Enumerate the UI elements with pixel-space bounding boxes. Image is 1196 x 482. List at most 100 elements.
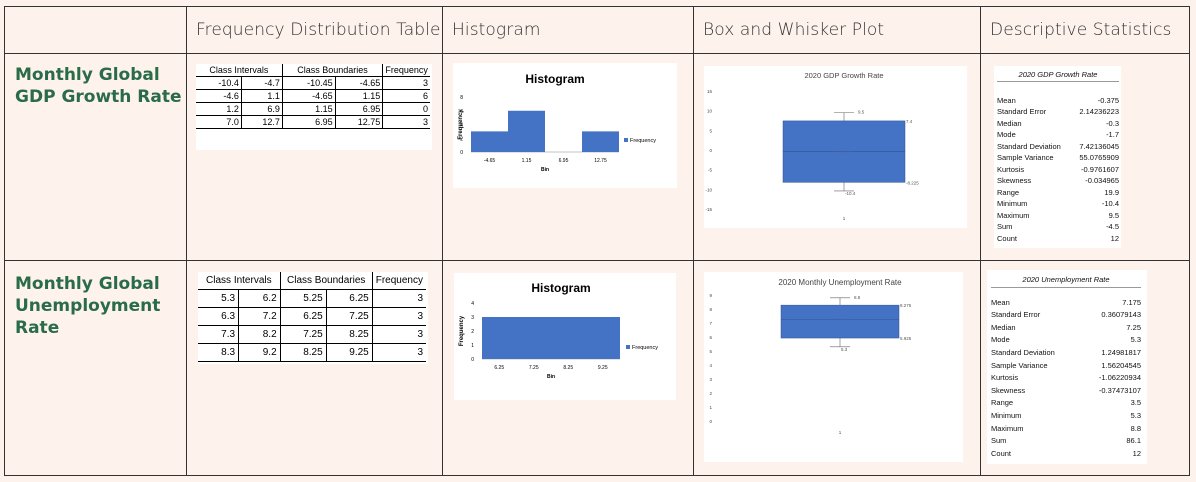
histogram-bar [551, 317, 586, 359]
y-tick-label: 4 [709, 363, 712, 368]
row-divider [5, 260, 1189, 261]
y-tick-label: 4 [471, 301, 474, 307]
y-tick-label: 15 [707, 89, 713, 94]
y-tick-label: 2 [471, 329, 474, 335]
histogram-unemployment-panel: Histogram 0 1 2 3 4 6.25 7.25 8.25 9.25 Bin Frequen… [454, 273, 676, 400]
stats-value: 19.9 [1104, 187, 1119, 197]
stats-label: Count [997, 233, 1018, 243]
stats-row: Range 3.5 [991, 397, 1141, 410]
stats-value: 86.1 [1126, 436, 1141, 446]
table-header-row: Class Intervals Class Boundaries Frequen… [198, 272, 426, 290]
y-tick-label: 6 [709, 335, 712, 340]
stats-unemployment-list: 2020 Unemployment Rate Mean 7.175 Standard … [991, 274, 1141, 460]
y-tick-label: 5 [709, 128, 712, 133]
x-axis-title: Bin [547, 374, 555, 380]
stats-value: 1.56204545 [1101, 360, 1141, 370]
stats-value: 12 [1132, 448, 1141, 458]
stats-row: Sum -4.5 [997, 221, 1119, 233]
stats-row: Standard Error 0.36079143 [991, 309, 1141, 322]
stats-row: Skewness -0.37473107 [991, 385, 1141, 398]
y-tick-label: 2 [709, 391, 712, 396]
table-row: 5.3 6.2 5.25 6.25 3 [198, 289, 426, 308]
median-label: 7.25 [836, 318, 845, 323]
table-cell: 3 [372, 307, 426, 326]
stats-row: Standard Deviation 7.42136045 [997, 141, 1119, 153]
x-axis-title: Bin [541, 167, 549, 173]
histogram-unemployment-chart: Histogram 0 1 2 3 4 6.25 7.25 8.25 9.25 Bin Frequen… [459, 281, 658, 380]
stats-value: 7.42136045 [1079, 141, 1119, 151]
stats-row: Mean -0.375 [997, 95, 1119, 107]
row-divider [5, 53, 1189, 54]
stats-row: Count 12 [997, 233, 1119, 245]
frequency-table-unemployment: Class Intervals Class Boundaries Frequen… [198, 272, 426, 362]
table-cell: -4.65 [335, 76, 384, 90]
frequency-table-unemployment-panel: Class Intervals Class Boundaries Frequen… [198, 272, 428, 364]
table-cell: 5.3 [198, 289, 240, 308]
table-cell: 7.25 [326, 307, 373, 326]
y-tick-label: 0 [709, 419, 712, 424]
x-tick-label: 1.15 [522, 158, 532, 164]
x-tick-label: 1 [843, 216, 846, 221]
chart-title: 2020 GDP Growth Rate [804, 71, 883, 80]
table-cell: 1.15 [282, 102, 336, 116]
max-label: 8.8 [854, 295, 861, 300]
stats-value: 0.36079143 [1101, 310, 1141, 320]
column-header: Frequency [382, 64, 430, 77]
histogram-bar [582, 131, 619, 152]
table-cell: 6.95 [282, 115, 336, 129]
stats-label: Kurtosis [991, 373, 1019, 383]
stats-row: Standard Deviation 1.24981817 [991, 347, 1141, 360]
stats-row: Sample Variance 1.56204545 [991, 360, 1141, 373]
column-header: Class Intervals [196, 64, 283, 77]
q1-label: 5.925 [900, 336, 912, 341]
stats-row: Sum 86.1 [991, 435, 1141, 448]
stats-label: Standard Deviation [991, 347, 1055, 357]
table-cell: 1.1 [241, 89, 283, 103]
legend-label: Frequency [632, 345, 658, 351]
stats-unemployment-panel: 2020 Unemployment Rate Mean 7.175 Standard … [987, 270, 1147, 464]
min-label: 5.3 [841, 347, 848, 352]
stats-row: Kurtosis -0.9761607 [997, 164, 1119, 176]
stats-value: 7.175 [1122, 297, 1141, 307]
y-tick-label: 1 [709, 405, 712, 410]
table-cell: 5.25 [280, 289, 327, 308]
stats-row: Median -0.3 [997, 118, 1119, 130]
y-tick-label: 0 [709, 148, 712, 153]
stats-label: Count [991, 448, 1012, 458]
stats-value: 3.5 [1130, 398, 1141, 408]
table-cell: 8.25 [326, 325, 373, 344]
stats-gdp-list: 2020 GDP Growth Rate Mean -0.375 Standard E… [997, 69, 1119, 244]
y-tick-label: 0 [460, 150, 463, 156]
y-tick-label: -15 [705, 207, 712, 212]
column-header: Frequency [372, 272, 426, 290]
table-cell: 1.15 [335, 89, 384, 103]
median-label: -0.375 [838, 149, 851, 154]
table-cell: -4.6 [196, 89, 242, 103]
stats-row: Skewness -0.034965 [997, 175, 1119, 187]
stats-row: Mean 7.175 [991, 297, 1141, 310]
header-frequency-table: Frequency Distribution Table [196, 20, 441, 40]
y-tick-label: -5 [708, 168, 712, 173]
stats-row: Minimum -10.4 [997, 198, 1119, 210]
stats-value: 5.3 [1130, 410, 1141, 420]
table-cell: 3 [372, 325, 426, 344]
frequency-table-gdp-panel: Class Intervals Class Boundaries Frequen… [196, 64, 432, 150]
stats-label: Kurtosis [997, 164, 1025, 174]
x-tick-label: 8.25 [563, 365, 573, 371]
table-cell: 7.2 [238, 307, 281, 326]
stats-label: Range [997, 187, 1020, 197]
stats-row: Median 7.25 [991, 322, 1141, 335]
y-tick-label: -10 [705, 187, 712, 192]
y-axis-title: Frequency [459, 315, 465, 346]
table-cell: 6.25 [326, 289, 373, 308]
stats-value: 1.24981817 [1101, 347, 1141, 357]
chart-title: Histogram [525, 72, 584, 86]
stats-value: -0.375 [1097, 95, 1119, 105]
stats-value: 7.25 [1126, 322, 1141, 332]
table-cell: 8.3 [198, 343, 240, 362]
comparison-table: Frequency Distribution Table Histogram B… [4, 6, 1190, 476]
stats-value: -0.034965 [1085, 176, 1119, 185]
y-tick-label: 2 [460, 136, 463, 142]
column-header: Class Boundaries [280, 272, 373, 290]
stats-row: Minimum 5.3 [991, 410, 1141, 423]
